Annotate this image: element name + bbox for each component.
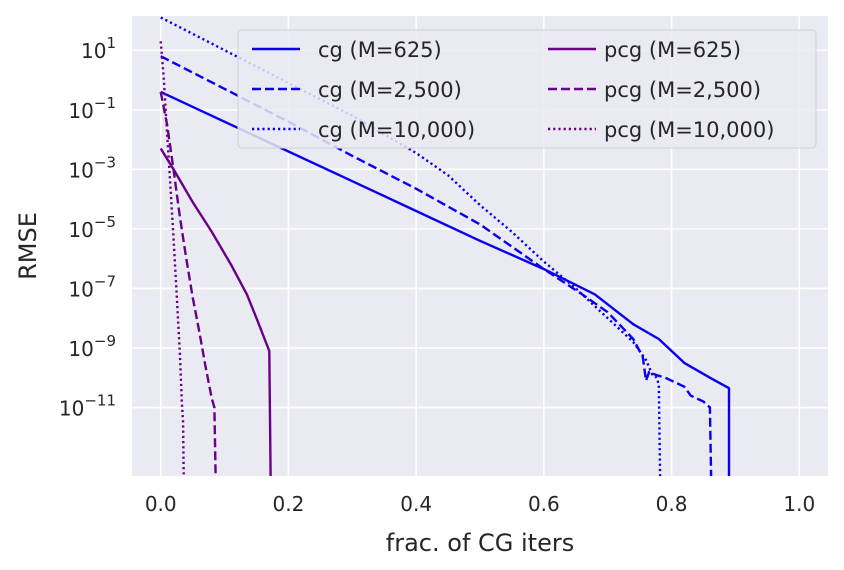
x-tick-label: 1.0 — [783, 492, 815, 516]
series-line — [159, 147, 272, 477]
y-tick-label: 10−9 — [68, 332, 116, 361]
legend-label: cg (M=10,000) — [318, 118, 475, 142]
series-line — [159, 41, 185, 477]
legend-box — [237, 29, 817, 149]
y-tick-labels: 101 10−1 10−3 10−5 10−7 10−9 10−11 — [59, 34, 116, 420]
y-tick-label: 10−1 — [68, 94, 116, 123]
legend-label: pcg (M=2,500) — [604, 78, 761, 102]
x-tick-label: 0.6 — [528, 492, 560, 516]
y-tick-label: 10−7 — [68, 272, 116, 301]
x-tick-label: 0.4 — [400, 492, 432, 516]
series-line — [160, 55, 713, 477]
x-tick-label: 0.8 — [656, 492, 688, 516]
x-tick-label: 0.2 — [273, 492, 305, 516]
series-line — [159, 91, 217, 477]
x-tick-labels: 0.0 0.2 0.4 0.6 0.8 1.0 — [145, 492, 815, 516]
legend-label: pcg (M=10,000) — [604, 118, 774, 142]
y-tick-label: 10−11 — [59, 392, 116, 421]
y-tick-label: 10−5 — [68, 213, 116, 242]
legend-label: cg (M=625) — [318, 38, 442, 62]
y-tick-label: 101 — [81, 34, 116, 63]
y-tick-label: 10−3 — [68, 153, 116, 182]
legend-label: cg (M=2,500) — [318, 78, 462, 102]
x-tick-label: 0.0 — [145, 492, 177, 516]
y-axis-label: RMSE — [14, 212, 42, 280]
legend: cg (M=625) cg (M=2,500) cg (M=10,000) pcg (… — [237, 29, 817, 149]
x-axis-label: frac. of CG iters — [386, 529, 574, 557]
legend-label: pcg (M=625) — [604, 38, 741, 62]
